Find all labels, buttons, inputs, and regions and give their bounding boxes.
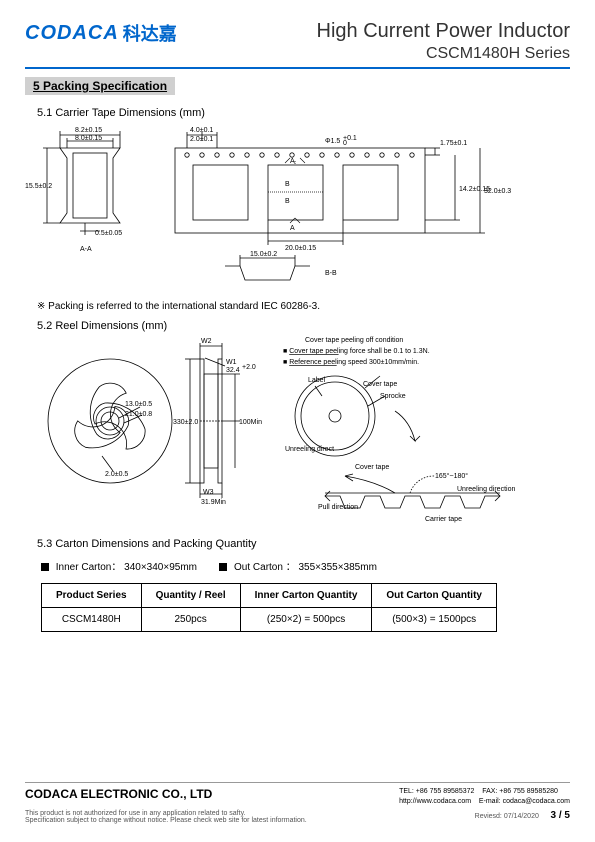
- cell-qty-reel: 250pcs: [141, 608, 240, 632]
- footer-revised: Reviesd: 07/14/2020: [475, 813, 539, 820]
- cell-out-qty: (500×3) = 1500pcs: [372, 608, 497, 632]
- th-product: Product Series: [42, 584, 142, 608]
- footer-disclaimer: This product is not authorized for use i…: [25, 810, 307, 824]
- lbl-cover: Cover tape: [363, 381, 397, 388]
- out-carton-label: Out Carton ：: [234, 562, 296, 573]
- lbl-carrier: Carrier tape: [425, 516, 462, 523]
- lbl-label: Label: [308, 377, 326, 384]
- footer-company: CODACA ELECTRONIC CO., LTD: [25, 787, 212, 807]
- label-a2: A: [290, 225, 295, 232]
- lbl-pull: Pull direction: [318, 504, 358, 511]
- dim-phi15: Φ1.5: [325, 138, 340, 145]
- logo-area: CODACA 科达嘉: [25, 20, 177, 46]
- footer-tel: TEL: +86 755 89585372: [399, 788, 474, 795]
- dim-320: 32.0±0.3: [484, 188, 511, 195]
- dim-phi15sub: 0: [343, 140, 347, 147]
- label-a1: A: [290, 158, 295, 165]
- page-header: CODACA 科达嘉 High Current Power Inductor C…: [25, 20, 570, 63]
- dim-324sup: +2.0: [242, 364, 256, 371]
- dim-324: 32.4: [226, 367, 240, 374]
- title-area: High Current Power Inductor CSCM1480H Se…: [317, 20, 570, 63]
- lbl-cover2: Cover tape: [355, 464, 389, 471]
- subsection-51-title: 5.1 Carrier Tape Dimensions (mm): [37, 107, 570, 119]
- dim-319: 31.9Min: [201, 499, 226, 506]
- lbl-sprocke: Sprocke: [380, 393, 406, 400]
- label-b1: B: [285, 181, 290, 188]
- dim-80: 8.0±0.15: [75, 135, 102, 142]
- dim-20: 2.0±0.1: [190, 136, 213, 143]
- document-title: High Current Power Inductor: [317, 20, 570, 43]
- lbl-angle: 165°~180°: [435, 472, 468, 480]
- cell-inner-qty: (250×2) = 500pcs: [240, 608, 372, 632]
- th-out-qty: Out Carton Quantity: [372, 584, 497, 608]
- page-number: 3 / 5: [551, 810, 570, 821]
- dim-200: 20.0±0.15: [285, 245, 316, 252]
- dim-w3: W3: [203, 489, 214, 496]
- label-b2: B: [285, 198, 290, 205]
- dim-w1: W1: [226, 359, 237, 366]
- table-header-row: Product Series Quantity / Reel Inner Car…: [42, 584, 497, 608]
- dim-155: 15.5±0.2: [25, 183, 52, 190]
- table-row: CSCM1480H 250pcs (250×2) = 500pcs (500×3…: [42, 608, 497, 632]
- dim-r210: 21.0±0.8: [125, 411, 152, 418]
- footer-fax: FAX: +86 755 89585280: [482, 788, 558, 795]
- inner-carton-label: Inner Carton：: [56, 562, 122, 573]
- dim-384: 38.4Max: [203, 336, 230, 338]
- disclaimer-line2: Specification subject to change without …: [25, 817, 307, 824]
- dim-05: 0.5±0.05: [95, 230, 122, 237]
- dim-w2: W2: [201, 338, 212, 345]
- carrier-tape-diagram: 8.2±0.15 8.0±0.15 15.5±0.2 0.5±0.05 A-A: [25, 123, 570, 293]
- header-divider: [25, 67, 570, 69]
- bullet-square-icon: [219, 563, 227, 571]
- document-subtitle: CSCM1480H Series: [317, 45, 570, 63]
- note-text: Packing is referred to the international…: [48, 301, 320, 312]
- disclaimer-line1: This product is not authorized for use i…: [25, 810, 246, 817]
- note-51: ※ Packing is referred to the internation…: [37, 301, 570, 312]
- dim-330: 330±2.0: [173, 419, 198, 426]
- section-heading-5: 5 Packing Specification: [25, 77, 175, 95]
- th-inner-qty: Inner Carton Quantity: [240, 584, 372, 608]
- dim-40: 4.0±0.1: [190, 127, 213, 134]
- dim-r130: 13.0±0.5: [125, 401, 152, 408]
- cell-product: CSCM1480H: [42, 608, 142, 632]
- dim-82: 8.2±0.15: [75, 127, 102, 134]
- label-bb: B-B: [325, 270, 337, 277]
- subsection-52-title: 5.2 Reel Dimensions (mm): [37, 320, 570, 332]
- footer-email: E-mail: codaca@codaca.com: [479, 798, 570, 805]
- label-aa: A-A: [80, 246, 92, 253]
- logo-chinese: 科达嘉: [123, 20, 177, 46]
- logo-text: CODACA: [25, 22, 119, 45]
- packing-table: Product Series Quantity / Reel Inner Car…: [41, 583, 497, 632]
- dim-100: 100Min: [239, 419, 262, 426]
- note-symbol: ※: [37, 301, 45, 312]
- lbl-unreel: Unreeling direct: [285, 446, 334, 453]
- reel-diagram: 13.0±0.5 21.0±0.8 2.0±0.5 W2 38.4Max W1 …: [25, 336, 570, 526]
- dim-150: 15.0±0.2: [250, 251, 277, 258]
- out-carton-value: 355×355×385mm: [299, 562, 377, 573]
- svg-text:■ Cover tape peeling force sha: ■ Cover tape peeling force shall be 0.1 …: [283, 348, 430, 355]
- dim-175: 1.75±0.1: [440, 140, 467, 147]
- dim-r20: 2.0±0.5: [105, 471, 128, 478]
- inner-carton-value: 340×340×95mm: [124, 562, 197, 573]
- carton-dimensions: Inner Carton： 340×340×95mm Out Carton ： …: [41, 558, 570, 573]
- footer-web: http://www.codaca.com: [399, 798, 471, 805]
- th-qty-reel: Quantity / Reel: [141, 584, 240, 608]
- subsection-53-title: 5.3 Carton Dimensions and Packing Quanti…: [37, 538, 570, 550]
- footer-contact: TEL: +86 755 89585372 FAX: +86 755 89585…: [399, 787, 570, 807]
- lbl-unreel2: Unreeling direction: [457, 486, 515, 493]
- svg-text:■ Reference peeling speed 300±: ■ Reference peeling speed 300±10mm/min.: [283, 359, 419, 366]
- bullet-square-icon: [41, 563, 49, 571]
- cond-title: Cover tape peeling off condition: [305, 337, 403, 344]
- page-footer: CODACA ELECTRONIC CO., LTD TEL: +86 755 …: [25, 782, 570, 824]
